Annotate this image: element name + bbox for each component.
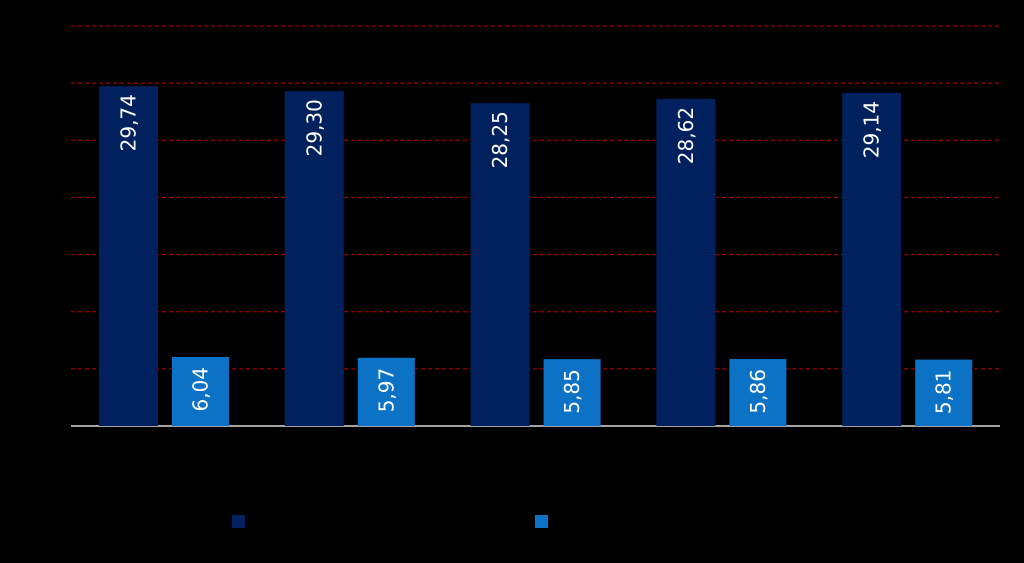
data-label: 5,81 bbox=[932, 370, 956, 415]
data-label: 29,30 bbox=[302, 99, 326, 156]
bar-series1 bbox=[470, 103, 530, 427]
data-label: 28,25 bbox=[488, 111, 512, 168]
data-label: 5,97 bbox=[374, 368, 398, 413]
data-label: 28,62 bbox=[674, 107, 698, 164]
legend-swatch-series2 bbox=[535, 515, 548, 528]
bar-series1 bbox=[842, 92, 902, 426]
bar-series2 bbox=[729, 359, 787, 426]
legend-swatch-series1 bbox=[232, 515, 245, 528]
bar-series2 bbox=[357, 357, 415, 426]
bar-series1 bbox=[284, 91, 344, 427]
bar-series2 bbox=[543, 359, 601, 426]
data-label: 29,14 bbox=[860, 101, 884, 158]
data-label: 5,86 bbox=[746, 369, 770, 414]
bar-series1 bbox=[656, 98, 716, 427]
data-label: 29,74 bbox=[117, 94, 141, 151]
bar-series2 bbox=[172, 356, 229, 426]
data-label: 6,04 bbox=[189, 367, 213, 412]
bar-series1 bbox=[99, 86, 158, 426]
data-label: 5,85 bbox=[560, 369, 584, 414]
bar-series2 bbox=[915, 359, 973, 426]
